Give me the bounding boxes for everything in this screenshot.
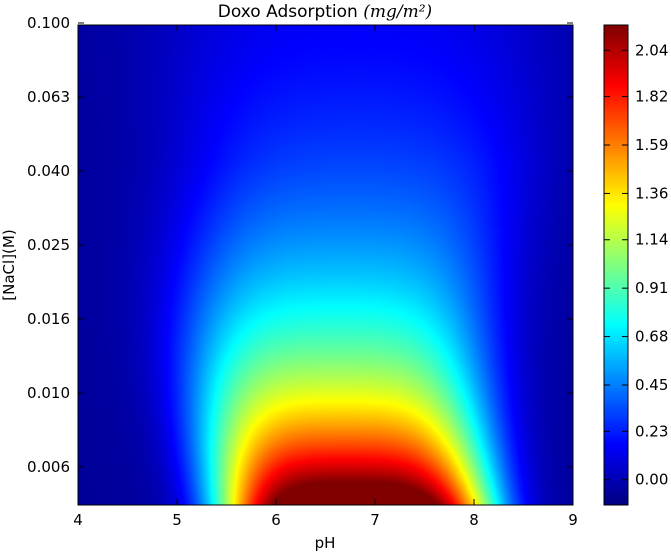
x-tick-label: 8 — [469, 511, 479, 529]
chart-title: Doxo Adsorption (mg/m²) — [218, 2, 432, 22]
x-axis-label: pH — [315, 534, 336, 552]
y-tick-label: 0.040 — [27, 162, 70, 180]
colorbar-tick-label: 0.23 — [635, 422, 668, 440]
y-tick-label: 0.016 — [27, 310, 70, 328]
colorbar-tick-label: 0.91 — [635, 279, 668, 297]
y-tick-label: 0.063 — [27, 88, 70, 106]
colorbar-tick-label: 1.36 — [635, 184, 668, 202]
colorbar-tick-label: 1.82 — [635, 88, 668, 106]
colorbar-tick-label: 1.14 — [635, 231, 668, 249]
colorbar-tick-label: 1.59 — [635, 136, 668, 154]
y-tick-label: 0.006 — [27, 458, 70, 476]
colorbar-tick-label: 0.68 — [635, 328, 668, 346]
plot-frame — [77, 24, 574, 506]
x-tick-label: 4 — [73, 511, 83, 529]
colorbar-tick-label: 0.00 — [635, 471, 668, 489]
y-axis-label: [NaCl](M) — [0, 229, 18, 300]
y-tick-label: 0.025 — [27, 236, 70, 254]
colorbar-frame — [603, 24, 629, 506]
x-axis: 4 5 6 7 8 9 — [73, 25, 578, 529]
chart-title-units: (mg/m²) — [363, 2, 432, 22]
x-tick-label: 9 — [568, 511, 578, 529]
x-tick-label: 6 — [271, 511, 281, 529]
colorbar-tick-label: 2.04 — [635, 41, 668, 59]
y-axis: 0.006 0.010 0.016 0.025 0.040 0.063 0.100 — [27, 14, 573, 476]
colorbar — [604, 25, 628, 505]
x-tick-label: 7 — [370, 511, 380, 529]
colorbar-tick-label: 0.45 — [635, 376, 668, 394]
x-tick-label: 5 — [172, 511, 182, 529]
heatmap-area — [78, 25, 573, 505]
colorbar-axis: 2.04 1.82 1.59 1.36 1.14 0.91 0.68 0.45 0.23 0.00 — [604, 41, 668, 489]
y-tick-label: 0.010 — [27, 384, 70, 402]
y-tick-label: 0.100 — [27, 14, 70, 32]
